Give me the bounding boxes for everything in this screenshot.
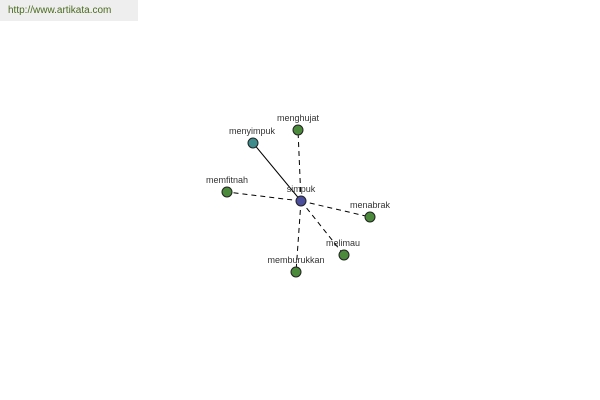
node-label-menyimpuk: menyimpuk [229, 126, 276, 136]
artikata-link[interactable]: http://www.artikata.com [8, 5, 112, 16]
node-menyimpuk[interactable] [247, 137, 259, 149]
node-label-menghujat: menghujat [277, 113, 320, 123]
edge-menghujat [297, 129, 302, 202]
edge-memfitnah [226, 191, 302, 202]
node-menghujat[interactable] [292, 124, 304, 136]
watermark-banner: http://www.artikata.com [0, 0, 138, 21]
node-simpuk[interactable] [295, 195, 307, 207]
node-label-simpuk: simpuk [287, 184, 316, 194]
node-memburukkan[interactable] [290, 266, 302, 278]
edge-menabrak [300, 200, 371, 218]
node-label-memburukkan: memburukkan [267, 255, 324, 265]
node-label-melimau: melimau [326, 238, 360, 248]
node-melimau[interactable] [338, 249, 350, 261]
node-label-memfitnah: memfitnah [206, 175, 248, 185]
node-memfitnah[interactable] [221, 186, 233, 198]
node-menabrak[interactable] [364, 211, 376, 223]
edge-menyimpuk [252, 142, 302, 202]
edge-melimau [300, 200, 345, 256]
node-label-menabrak: menabrak [350, 200, 391, 210]
edge-memburukkan [295, 200, 302, 273]
